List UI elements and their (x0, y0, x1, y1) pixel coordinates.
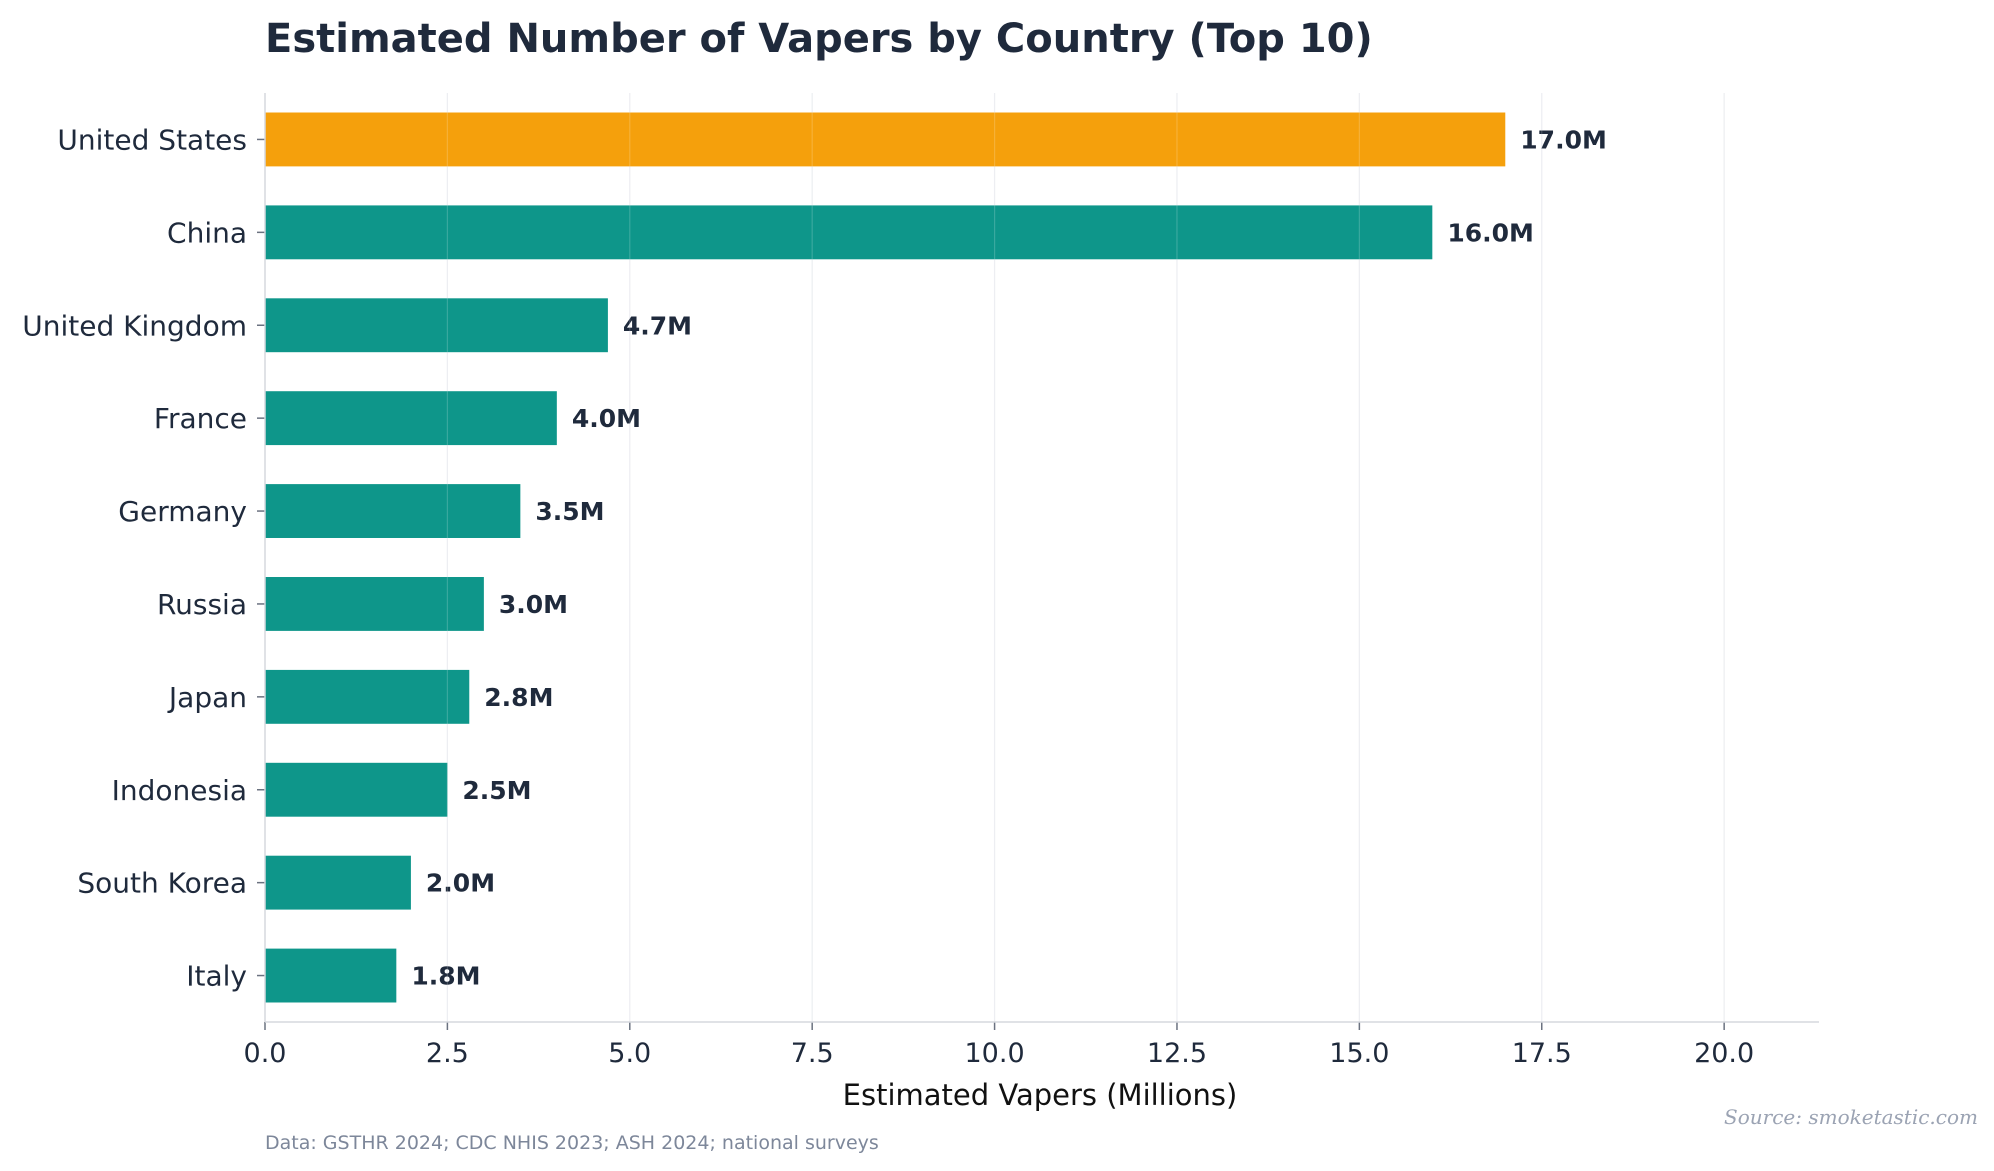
category-label: South Korea (77, 867, 247, 900)
source-credit: Source: smoketastic.com (1724, 1105, 1978, 1129)
bar-south-korea (265, 855, 411, 910)
data-footnote: Data: GSTHR 2024; CDC NHIS 2023; ASH 202… (265, 1132, 879, 1154)
x-tick-label: 7.5 (791, 1038, 834, 1069)
value-label: 3.5M (535, 497, 604, 526)
category-label: France (154, 402, 247, 435)
category-label: United Kingdom (22, 309, 247, 342)
x-axis-tick-labels: 0.0 2.5 5.0 7.5 10.0 12.5 15.0 17.5 20.0 (244, 1022, 1754, 1069)
value-label: 4.7M (623, 311, 692, 340)
category-label: United States (57, 123, 247, 156)
value-label: 2.5M (462, 776, 531, 805)
x-tick-label: 5.0 (608, 1038, 651, 1069)
value-label: 1.8M (411, 962, 480, 991)
y-axis-category-labels: United States China United Kingdom France Ge… (22, 123, 265, 993)
category-label: Indonesia (112, 774, 247, 807)
value-label: 4.0M (572, 404, 641, 433)
value-label: 3.0M (499, 590, 568, 619)
bar-italy (265, 948, 397, 1003)
category-label: Italy (186, 960, 247, 993)
bar-china (265, 205, 1433, 260)
category-label: Russia (157, 588, 247, 621)
category-label: Japan (167, 681, 247, 714)
data-labels: 17.0M 16.0M 4.7M 4.0M 3.5M 3.0M 2.8M 2.5M 2.0M 1.… (411, 93, 1725, 1022)
bar-united-kingdom (265, 298, 608, 353)
chart-title: Estimated Number of Vapers by Country (T… (265, 16, 1373, 62)
category-label: Germany (118, 495, 247, 528)
bar-united-states (265, 112, 1506, 167)
bar-france (265, 391, 557, 446)
x-tick-label: 2.5 (426, 1038, 469, 1069)
bars (265, 112, 1506, 1003)
bar-japan (265, 669, 470, 724)
value-label: 2.0M (426, 869, 495, 898)
x-tick-label: 17.5 (1512, 1038, 1572, 1069)
bar-germany (265, 484, 521, 538)
x-axis-title: Estimated Vapers (Millions) (843, 1078, 1238, 1112)
x-tick-label: 20.0 (1694, 1038, 1754, 1069)
value-label: 16.0M (1447, 218, 1534, 247)
category-label: China (167, 216, 247, 249)
value-label: 2.8M (484, 683, 553, 712)
value-label: 17.0M (1520, 125, 1607, 154)
x-tick-label: 12.5 (1147, 1038, 1207, 1069)
bar-indonesia (265, 762, 448, 817)
x-tick-label: 0.0 (244, 1038, 287, 1069)
x-tick-label: 10.0 (965, 1038, 1025, 1069)
bar-russia (265, 577, 484, 631)
x-tick-label: 15.0 (1329, 1038, 1389, 1069)
